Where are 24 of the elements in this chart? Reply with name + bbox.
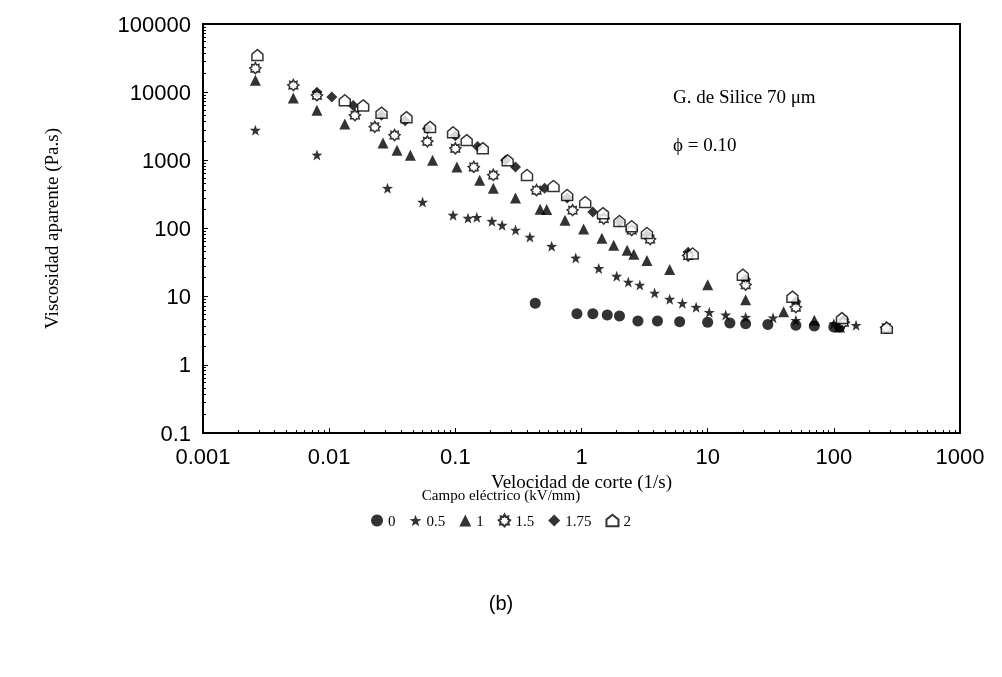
x-tick-label: 10: [695, 443, 720, 469]
y-tick-label: 10000: [129, 79, 191, 105]
y-tick-label: 0.1: [160, 420, 191, 446]
y-tick-label: 1: [178, 352, 191, 378]
annotation: G. de Silice 70 μm: [673, 86, 816, 107]
x-tick-label: 0.001: [175, 443, 231, 469]
text: (b): [488, 592, 514, 614]
x-tick-label: 0.01: [307, 443, 351, 469]
legend-label: 1: [476, 512, 484, 529]
y-tick-label: 100: [154, 216, 191, 241]
legend-label: 0: [388, 512, 396, 529]
x-tick-label: 1000: [935, 443, 985, 469]
legend-label: 1.75: [565, 512, 592, 529]
legend-label: 0.5: [426, 512, 446, 529]
x-tick-label: 0.1: [440, 443, 471, 469]
y-axis-title: Viscosidad aparente (Pa.s): [41, 128, 63, 329]
legend-label: 2: [623, 512, 631, 529]
x-tick-label: 1: [575, 443, 588, 469]
y-tick-label: 1000: [142, 147, 191, 173]
annotation: ϕ = 0.10: [673, 134, 737, 155]
y-tick-label: 100000: [117, 11, 191, 37]
y-tick-label: 10: [166, 284, 191, 310]
x-tick-label: 100: [815, 443, 853, 469]
legend-label: 1.5: [515, 512, 535, 529]
